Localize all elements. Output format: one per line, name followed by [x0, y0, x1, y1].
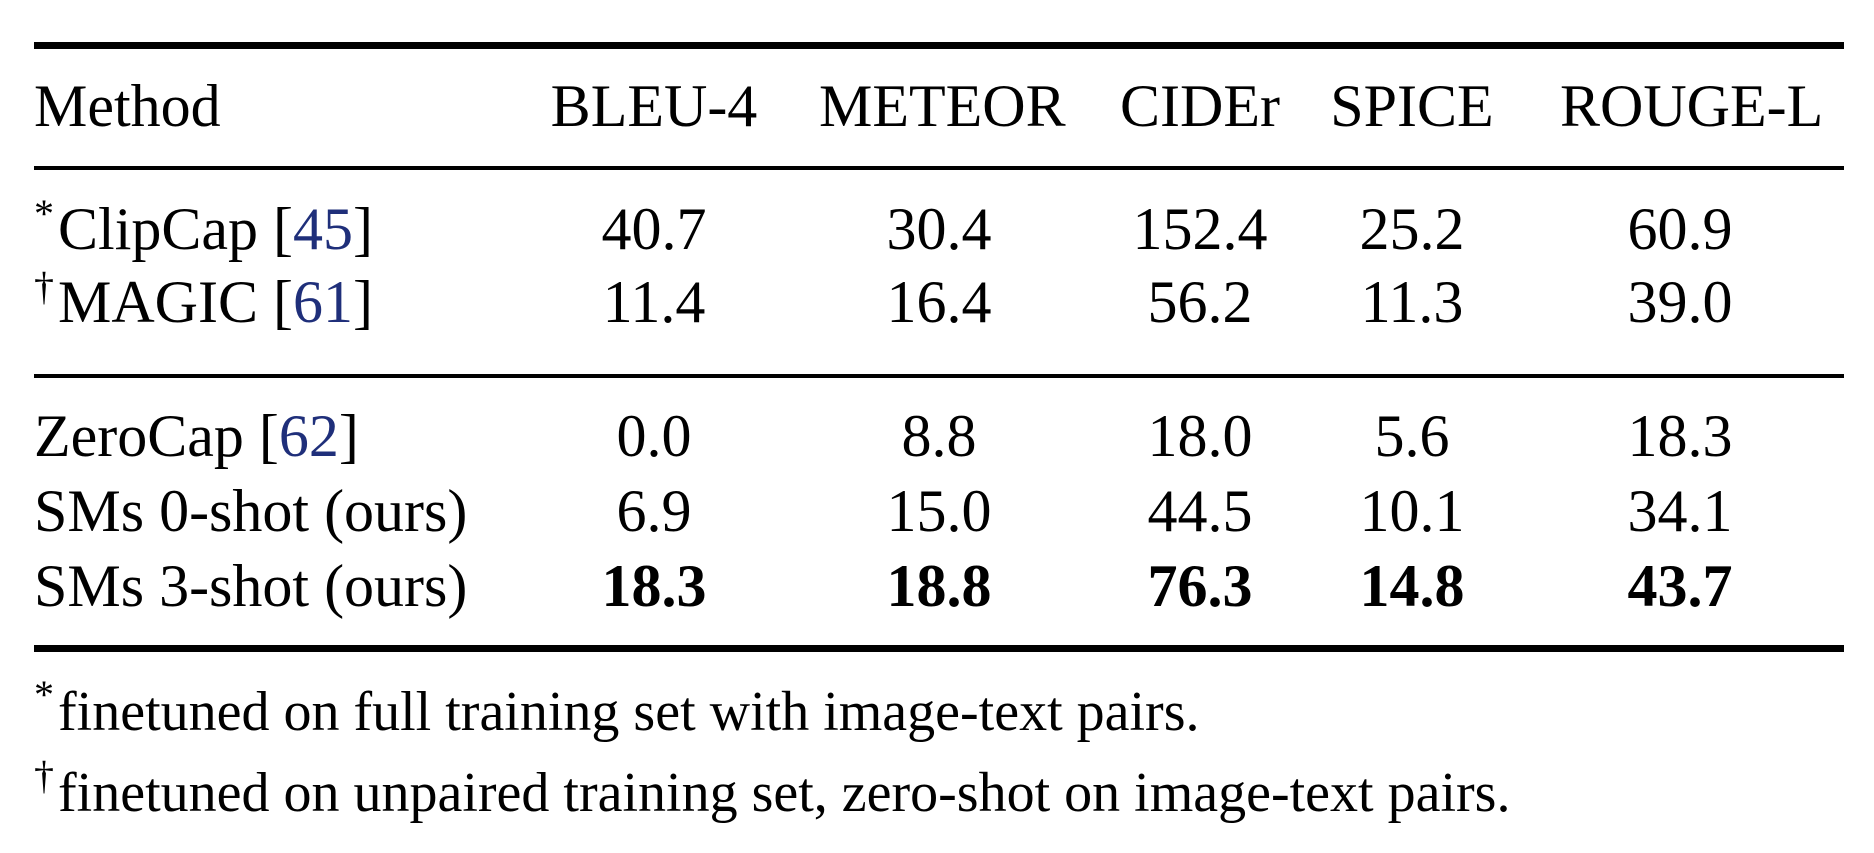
header-meteor: METEOR	[819, 73, 1066, 139]
value-meteor: 30.4	[886, 196, 992, 262]
value-spice: 14.8	[1359, 553, 1465, 619]
table-row: †MAGIC [61] 11.4 16.4 56.2 11.3 39.0	[0, 264, 1874, 338]
method-name: ZeroCap [	[34, 403, 279, 469]
method-name: SMs 0-shot (ours)	[34, 478, 468, 544]
table-row: *ClipCap [45] 40.7 30.4 152.4 25.2 60.9	[0, 191, 1874, 265]
header-rule	[34, 166, 1844, 170]
value-bleu4: 6.9	[616, 478, 692, 544]
footnote-mark: †	[34, 753, 54, 798]
value-spice: 10.1	[1359, 478, 1465, 544]
table-row: SMs 3-shot (ours) 18.3 18.8 76.3 14.8 43…	[0, 550, 1874, 622]
value-bleu4: 18.3	[601, 553, 707, 619]
value-spice: 5.6	[1374, 403, 1450, 469]
value-cider: 44.5	[1147, 478, 1253, 544]
value-bleu4: 40.7	[601, 196, 707, 262]
citation-link[interactable]: 61	[293, 269, 353, 335]
header-method: Method	[34, 73, 221, 139]
table-row: SMs 0-shot (ours) 6.9 15.0 44.5 10.1 34.…	[0, 475, 1874, 547]
value-spice: 25.2	[1359, 196, 1465, 262]
table-row: ZeroCap [62] 0.0 8.8 18.0 5.6 18.3	[0, 400, 1874, 472]
value-cider: 56.2	[1147, 269, 1253, 335]
method-cell: *ClipCap [45]	[34, 191, 373, 265]
header-spice: SPICE	[1330, 73, 1494, 139]
footnote-text: finetuned on full training set with imag…	[58, 681, 1200, 743]
method-cell: †MAGIC [61]	[34, 264, 373, 338]
top-rule	[34, 42, 1844, 49]
value-bleu4: 0.0	[616, 403, 692, 469]
header-bleu4: BLEU-4	[550, 73, 758, 139]
value-cider: 152.4	[1132, 196, 1268, 262]
header-cider: CIDEr	[1120, 73, 1280, 139]
value-cider: 76.3	[1147, 553, 1253, 619]
method-name: MAGIC [	[58, 269, 293, 335]
group-rule	[34, 374, 1844, 378]
value-meteor: 15.0	[886, 478, 992, 544]
value-meteor: 16.4	[886, 269, 992, 335]
method-name: ClipCap [	[58, 196, 293, 262]
method-cell: ZeroCap [62]	[34, 400, 359, 472]
value-rouge-l: 43.7	[1627, 553, 1733, 619]
value-rouge-l: 18.3	[1627, 403, 1733, 469]
citation-close: ]	[353, 269, 373, 335]
citation-link[interactable]: 45	[293, 196, 353, 262]
value-rouge-l: 39.0	[1627, 269, 1733, 335]
value-spice: 11.3	[1360, 269, 1464, 335]
value-cider: 18.0	[1147, 403, 1253, 469]
value-rouge-l: 60.9	[1627, 196, 1733, 262]
citation-link[interactable]: 62	[278, 403, 339, 469]
citation-close: ]	[353, 196, 373, 262]
value-rouge-l: 34.1	[1627, 478, 1733, 544]
footnote-mark: †	[34, 264, 54, 309]
footnote-mark: *	[34, 191, 54, 236]
bottom-rule	[34, 645, 1844, 652]
header-rouge-l: ROUGE-L	[1560, 73, 1824, 139]
footnote: *finetuned on full training set with ima…	[34, 672, 1200, 748]
value-meteor: 18.8	[886, 553, 992, 619]
citation-close: ]	[338, 403, 359, 469]
method-name: SMs 3-shot (ours)	[34, 553, 468, 619]
value-meteor: 8.8	[901, 403, 977, 469]
header-row: Method BLEU-4 METEOR CIDEr SPICE ROUGE-L	[0, 70, 1874, 142]
footnote-mark: *	[34, 672, 54, 717]
footnote: †finetuned on unpaired training set, zer…	[34, 753, 1511, 829]
footnote-text: finetuned on unpaired training set, zero…	[58, 762, 1511, 824]
value-bleu4: 11.4	[602, 269, 706, 335]
